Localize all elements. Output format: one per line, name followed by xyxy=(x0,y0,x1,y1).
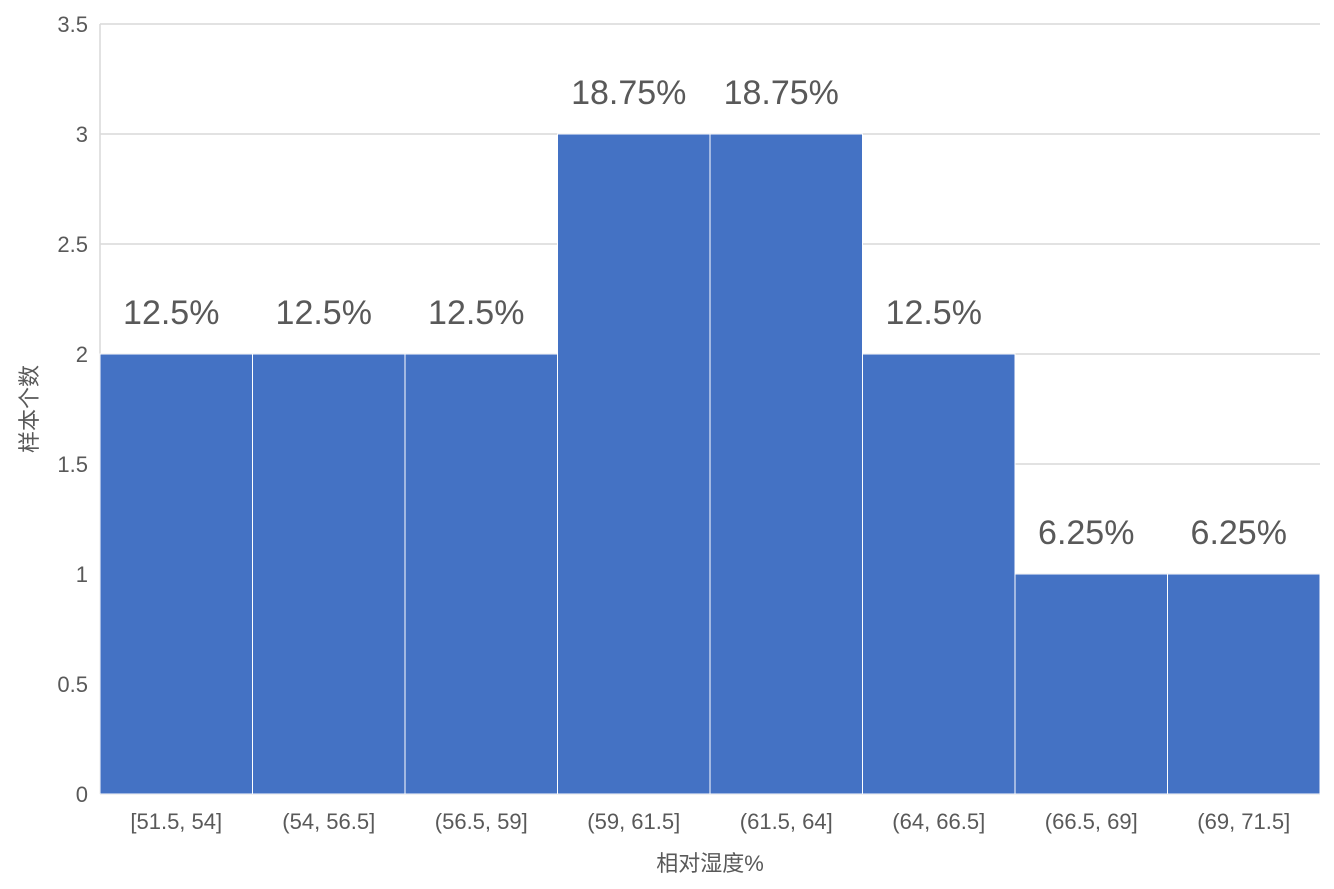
x-category-label: (56.5, 59] xyxy=(435,809,528,834)
y-tick-label: 3 xyxy=(76,122,88,147)
data-labels: 12.5% 12.5% 12.5% 18.75% 18.75% 12.5% 6.25% 6.2… xyxy=(123,74,1287,552)
y-tick-label: 1 xyxy=(76,562,88,587)
data-label: 6.25% xyxy=(1191,514,1287,552)
data-label: 12.5% xyxy=(886,294,982,332)
bar xyxy=(1167,573,1321,795)
x-category-label: (64, 66.5] xyxy=(892,809,985,834)
x-category-label: (59, 61.5] xyxy=(587,809,680,834)
y-axis-title: 样本个数 xyxy=(17,365,42,453)
bar xyxy=(862,353,1016,795)
y-tick-label: 2 xyxy=(76,342,88,367)
x-category-label: [51.5, 54] xyxy=(130,809,222,834)
bar xyxy=(1014,573,1168,795)
data-label: 12.5% xyxy=(123,294,219,332)
x-axis-categories: [51.5, 54] (54, 56.5] (56.5, 59] (59, 61.5]… xyxy=(130,809,1290,834)
y-tick-label: 0.5 xyxy=(57,672,88,697)
x-category-label: (66.5, 69] xyxy=(1045,809,1138,834)
data-label: 12.5% xyxy=(428,294,524,332)
x-category-label: (69, 71.5] xyxy=(1197,809,1290,834)
bar xyxy=(404,353,558,795)
data-label: 18.75% xyxy=(724,74,839,112)
bars xyxy=(99,133,1321,795)
y-tick-label: 3.5 xyxy=(57,12,88,37)
bar xyxy=(709,133,863,795)
x-axis-title: 相对湿度% xyxy=(656,851,764,876)
bar xyxy=(252,353,406,795)
data-label: 18.75% xyxy=(571,74,686,112)
x-category-label: (61.5, 64] xyxy=(740,809,833,834)
data-label: 6.25% xyxy=(1038,514,1134,552)
y-tick-label: 0 xyxy=(76,782,88,807)
data-label: 12.5% xyxy=(276,294,372,332)
bar xyxy=(99,353,253,795)
bar xyxy=(557,133,711,795)
y-tick-label: 2.5 xyxy=(57,232,88,257)
y-tick-label: 1.5 xyxy=(57,452,88,477)
y-axis-ticks: 0 0.5 1 1.5 2 2.5 3 3.5 xyxy=(57,12,88,807)
x-category-label: (54, 56.5] xyxy=(282,809,375,834)
